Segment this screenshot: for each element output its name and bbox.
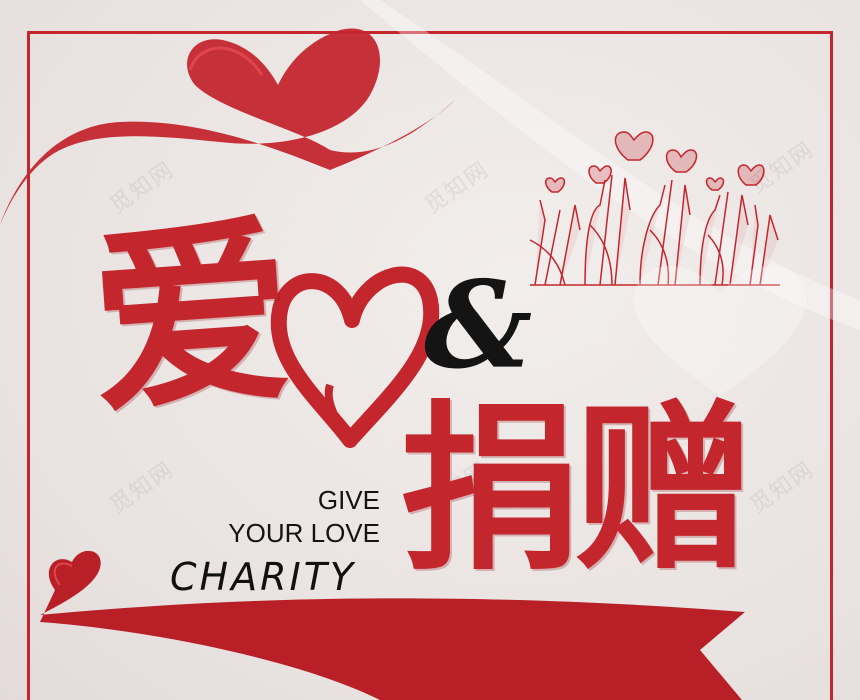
border-frame <box>27 31 833 700</box>
title-chars-juanzeng: 捐赠 <box>400 384 754 595</box>
faint-heart-icon <box>633 265 807 395</box>
slogan-block: GIVE YOUR LOVE <box>228 484 380 550</box>
raised-hands-illustration <box>529 174 780 286</box>
slogan-line-give: GIVE <box>317 485 380 515</box>
slogan-line-your-love: YOUR LOVE <box>228 518 380 548</box>
small-heart-icon <box>545 131 765 193</box>
title-char-ai: 爱 <box>84 193 300 442</box>
ribbon-heart-icon <box>0 28 455 226</box>
ampersand: & <box>424 255 533 396</box>
brush-heart-icon <box>270 266 440 448</box>
ribbon-banner-icon <box>40 550 745 700</box>
slogan-charity: CHARITY <box>170 555 357 599</box>
